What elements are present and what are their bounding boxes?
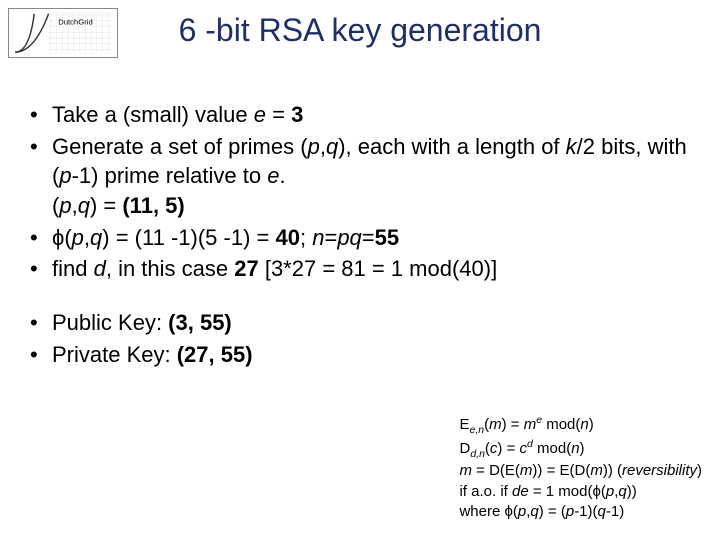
- bullet-6: Private Key: (27, 55): [30, 340, 690, 370]
- formula-2: Dd,n(c) = cd mod(n): [459, 437, 702, 461]
- formula-1: Ee,n(m) = me mod(n): [459, 413, 702, 437]
- bullet-5: Public Key: (3, 55): [30, 308, 690, 338]
- formulas-block: Ee,n(m) = me mod(n) Dd,n(c) = cd mod(n) …: [459, 413, 702, 522]
- bullet-4: find d, in this case 27 [3*27 = 81 = 1 m…: [30, 254, 690, 284]
- formula-5: where ϕ(p,q) = (p-1)(q-1): [459, 502, 702, 522]
- bullet-3: ϕ(p,q) = (11 -1)(5 -1) = 40; n=pq=55: [30, 223, 690, 253]
- bullet-2: Generate a set of primes (p,q), each wit…: [30, 132, 690, 221]
- slide-title: 6 -bit RSA key generation: [0, 12, 720, 49]
- formula-4: if a.o. if de = 1 mod(ϕ(p,q)): [459, 482, 702, 502]
- formula-3: m = D(E(m)) = E(D(m)) (reversibility): [459, 461, 702, 481]
- bullet-1: Take a (small) value e = 3: [30, 100, 690, 130]
- bullet-list: Take a (small) value e = 3 Generate a se…: [30, 100, 690, 372]
